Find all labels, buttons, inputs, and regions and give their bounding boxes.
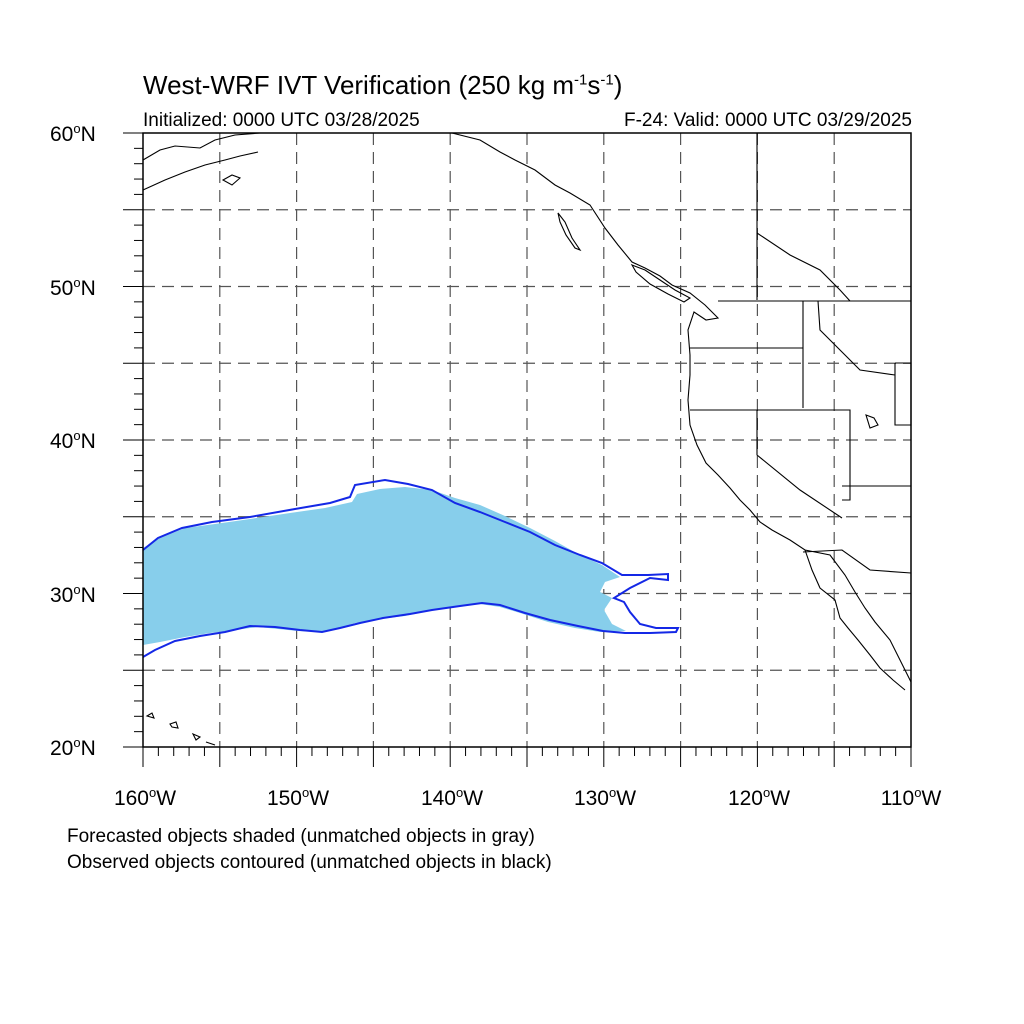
lon-label-140w: 140oW: [420, 785, 484, 810]
lon-label-110w: 110oW: [880, 785, 942, 810]
chart-title: West-WRF IVT Verification (250 kg m-1s-1…: [143, 70, 623, 100]
lon-label-130w: 130oW: [573, 785, 637, 810]
graticule: [143, 133, 911, 747]
lon-label-160w: 160oW: [113, 785, 177, 810]
axis-ticks: [123, 132, 912, 767]
valid-time: F-24: Valid: 0000 UTC 03/29/2025: [624, 110, 912, 131]
observed-object-contour: [142, 478, 680, 658]
baja-california-coast: [804, 549, 906, 691]
lat-label-30n: 30oN: [50, 582, 96, 607]
lon-label-150w: 150oW: [266, 785, 330, 810]
lat-label-50n: 50oN: [50, 275, 96, 300]
hawaii-islands: [145, 712, 216, 746]
alaska-peninsula: [142, 151, 259, 191]
great-salt-lake: [865, 414, 879, 429]
forecast-object-shading: [143, 487, 626, 645]
legend-forecast-note: Forecasted objects shaded (unmatched obj…: [67, 826, 535, 847]
lat-label-60n: 60oN: [50, 121, 96, 146]
kodiak-island: [221, 174, 242, 186]
lon-label-120w: 120oW: [727, 785, 791, 810]
haida-gwaii: [557, 212, 582, 252]
west-coast-coastline: [451, 132, 912, 683]
alaska-coastline: [142, 132, 261, 161]
lat-label-20n: 20oN: [50, 735, 96, 760]
state-borders: [690, 133, 912, 574]
coastlines: [142, 132, 912, 746]
legend-observed-note: Observed objects contoured (unmatched ob…: [67, 852, 552, 873]
initialized-time: Initialized: 0000 UTC 03/28/2025: [143, 110, 420, 131]
vancouver-island: [630, 263, 692, 303]
lat-label-40n: 40oN: [50, 428, 96, 453]
